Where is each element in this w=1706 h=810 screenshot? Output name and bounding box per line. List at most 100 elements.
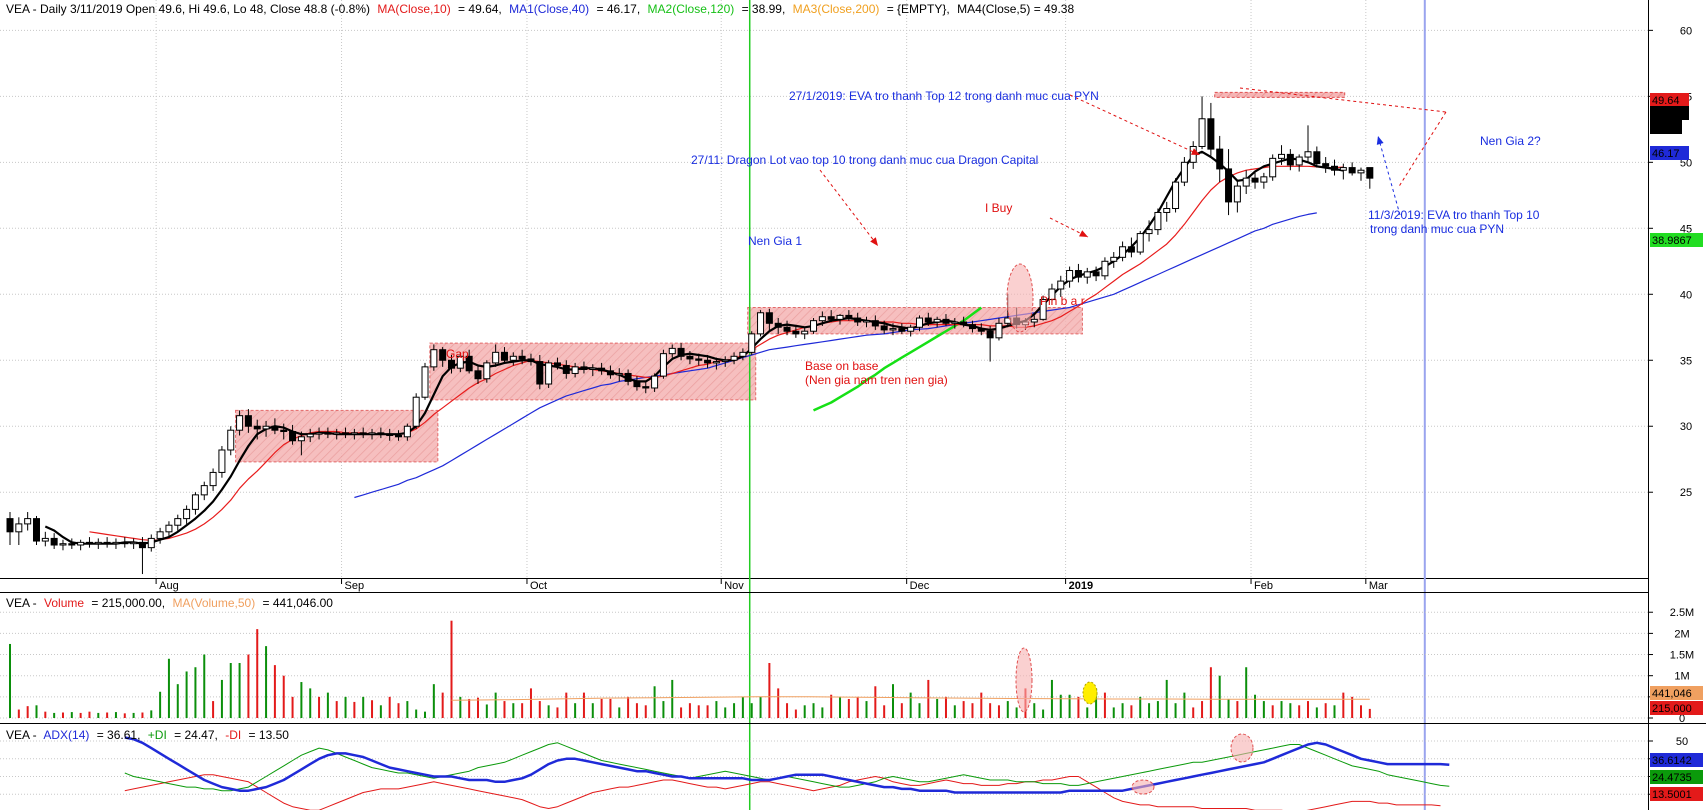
candle [898, 323, 906, 334]
adx-label: ADX(14) [43, 728, 89, 742]
candle-body-down [527, 358, 535, 363]
candle [24, 512, 32, 531]
candle-body-up [1119, 246, 1127, 258]
price-tick-label: 60 [1680, 25, 1692, 37]
candle-body-down [448, 359, 455, 369]
candle [138, 537, 146, 575]
price-tick-label: 30 [1680, 421, 1692, 433]
candle-body-up [589, 367, 597, 370]
candle [1066, 266, 1074, 288]
candle-body-down [1216, 148, 1224, 170]
candle [1163, 201, 1171, 222]
candle-body-up [156, 531, 164, 539]
candle [527, 353, 535, 366]
candle-body-up [112, 541, 120, 545]
candle-body-down [827, 316, 835, 320]
candle [1278, 145, 1286, 165]
volume-value: = 215,000.00, [91, 596, 165, 610]
ma40-value: = 46.17, [596, 2, 640, 16]
candle-body-up [571, 366, 579, 374]
ma120-line [812, 306, 983, 412]
candle [395, 430, 403, 441]
candle-body-down [121, 541, 129, 545]
adx-value: = 36.61, [97, 728, 141, 742]
candle [1101, 257, 1109, 280]
candle-body-down [1127, 246, 1135, 253]
candle-body-up [483, 362, 491, 380]
volume-badge: 215,000 [1650, 701, 1703, 715]
candle [147, 534, 155, 552]
candle-body-down [642, 386, 650, 389]
candle-body-up [94, 541, 102, 545]
candle [942, 314, 950, 326]
candle [6, 512, 14, 546]
candle-body-down [68, 543, 76, 546]
candle-body-up [147, 537, 155, 549]
volume-badge-bg [1650, 686, 1703, 700]
candle-body-up [933, 318, 941, 323]
candle [377, 427, 385, 439]
candle [792, 325, 800, 338]
price-tick-label: 35 [1680, 355, 1692, 367]
volume-ma-value: = 441,046.00 [263, 596, 334, 610]
candle [845, 310, 853, 321]
candle [1233, 180, 1241, 213]
annotation-gap: Gap [446, 347, 469, 361]
candle-body-down [1322, 163, 1330, 167]
mdi-value: = 13.50 [249, 728, 290, 742]
candle [306, 428, 314, 443]
candle [1074, 263, 1082, 283]
candle-body-down [1366, 167, 1374, 179]
candle-body-up [1057, 280, 1065, 290]
candle-body-up [1039, 299, 1047, 320]
month-label: Sep [345, 580, 365, 592]
candle [1313, 146, 1321, 168]
candle-body-down [271, 425, 279, 431]
candle [986, 325, 994, 362]
price-tick-label: 40 [1680, 289, 1692, 301]
volume-label: Volume [44, 596, 84, 610]
mdi-label: -DI [225, 728, 241, 742]
price-badge-label: 38.9867 [1652, 235, 1692, 247]
volume-tick-label: 0 [1679, 713, 1685, 725]
candle [1295, 154, 1303, 172]
candle [677, 343, 685, 361]
candle [1154, 208, 1162, 235]
candle-body-up [659, 353, 667, 377]
wedge-lower-line [1397, 111, 1447, 189]
candle-body-up [412, 396, 420, 427]
candle-body-up [1295, 156, 1303, 166]
candle-body-down [598, 367, 606, 372]
candle-body-down [686, 355, 694, 360]
candle [297, 431, 305, 456]
month-label: 2019 [1069, 580, 1093, 592]
ma5-line [44, 150, 1344, 545]
candle [174, 514, 182, 531]
candle-body-down [986, 330, 994, 339]
candle [342, 427, 350, 439]
candle [236, 410, 244, 436]
candle-body-up [200, 485, 208, 496]
candle-body-up [174, 518, 182, 526]
candle [863, 316, 871, 328]
volume-header-prefix: VEA - [6, 596, 37, 610]
candle [1286, 149, 1294, 171]
candle [359, 427, 367, 439]
candle [615, 368, 623, 382]
candle-body-down [606, 370, 614, 376]
month-label: Dec [910, 580, 930, 592]
volume-badge-label: 441,046 [1652, 688, 1692, 700]
annotation-eva-top12: 27/1/2019: EVA tro thanh Top 12 trong da… [789, 89, 1099, 103]
candle [553, 357, 561, 370]
month-label: Nov [724, 580, 744, 592]
candle-body-up [236, 415, 244, 431]
price-badge-label: 48.8 [1652, 122, 1673, 134]
candle-body-up [1066, 270, 1074, 282]
price-badge: 49.64 [1650, 93, 1689, 107]
candle-body-down [871, 320, 879, 327]
candle-body-down [500, 351, 508, 361]
volume-bars [9, 620, 1371, 718]
candle [571, 362, 579, 378]
candle [960, 316, 968, 328]
